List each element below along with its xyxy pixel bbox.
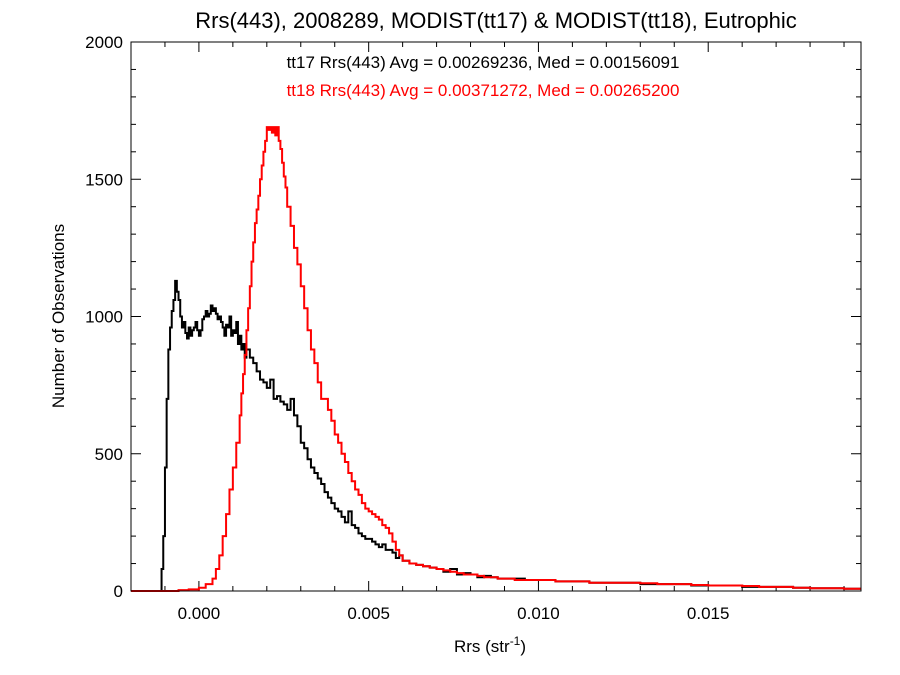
x-axis-label-superscript: -1 bbox=[510, 634, 521, 648]
tt18-stats-annotation: tt18 Rrs(443) Avg = 0.00371272, Med = 0.… bbox=[287, 81, 680, 100]
x-tick-label: 0.005 bbox=[347, 604, 390, 623]
x-axis-label: Rrs (str-1) bbox=[454, 634, 526, 656]
series-line-tt18 bbox=[131, 126, 861, 592]
plot-frame bbox=[130, 41, 862, 592]
y-tick-label: 0 bbox=[114, 582, 123, 601]
y-tick-label: 1500 bbox=[85, 170, 123, 189]
x-tick-label: 0.015 bbox=[687, 604, 730, 623]
tt17-stats-annotation: tt17 Rrs(443) Avg = 0.00269236, Med = 0.… bbox=[287, 53, 680, 72]
y-tick-label: 500 bbox=[95, 445, 123, 464]
x-axis-label-close: ) bbox=[520, 637, 526, 656]
y-axis-label: Number of Observations bbox=[49, 224, 68, 408]
x-axis-label-base: Rrs (str bbox=[454, 637, 510, 656]
y-tick-label: 2000 bbox=[85, 33, 123, 52]
y-tick-label: 1000 bbox=[85, 308, 123, 327]
chart-title: Rrs(443), 2008289, MODIST(tt17) & MODIST… bbox=[195, 8, 797, 33]
tick-labels: 0.000 0.005 0.010 0.015 0 500 1000 1500 2000 bbox=[85, 33, 729, 623]
axis-ticks bbox=[130, 41, 861, 592]
plot-series bbox=[131, 126, 861, 592]
x-tick-label: 0.000 bbox=[178, 604, 221, 623]
x-tick-label: 0.010 bbox=[517, 604, 560, 623]
